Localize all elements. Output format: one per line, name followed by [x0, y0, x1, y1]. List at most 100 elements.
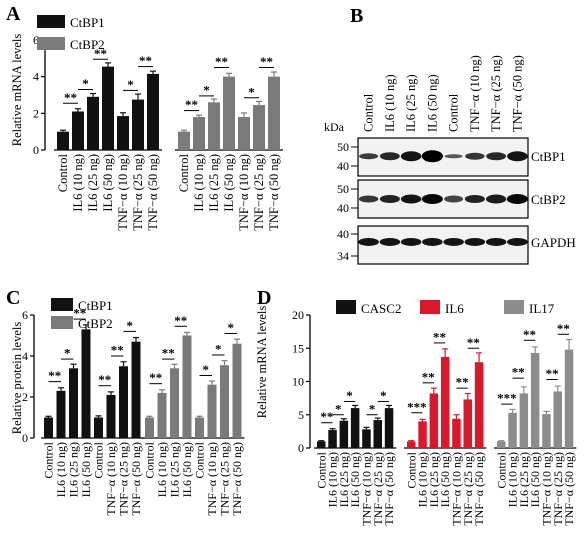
x-tick-label: IL6 (25 ng) [86, 154, 100, 212]
bar [131, 341, 141, 438]
lane-label: Control [447, 93, 461, 132]
y-tick-label: 15 [292, 341, 304, 355]
bar [418, 421, 427, 448]
significance-label: * [380, 388, 387, 403]
significance-label: * [82, 76, 89, 91]
bar [542, 414, 551, 448]
bar [195, 417, 204, 438]
lane-label: IL6 (50 ng) [425, 74, 439, 132]
significance-label: * [127, 77, 134, 92]
bar [429, 393, 439, 448]
bar [317, 441, 326, 448]
bar [407, 441, 416, 448]
bar [170, 368, 179, 438]
marker-label: 40 [337, 201, 349, 215]
blot-band [485, 194, 507, 204]
bar [87, 96, 99, 150]
lane-label: TNF−α (25 ng) [489, 55, 503, 132]
bar [339, 420, 349, 448]
lane-label: Control [362, 93, 376, 132]
y-tick-label: 6 [33, 33, 39, 47]
marker-label: 40 [337, 227, 349, 241]
significance-label: * [64, 346, 71, 361]
y-tick-label: 2 [33, 106, 39, 120]
legend-swatch [37, 15, 65, 28]
significance-label: ** [546, 366, 559, 381]
bar [564, 349, 574, 448]
x-tick-label: IL6 (50 ng) [180, 442, 194, 497]
x-tick-label: IL6 (10 ng) [416, 452, 430, 507]
blot-band [444, 195, 464, 203]
significance-label: * [203, 362, 210, 377]
significance-label: *** [407, 399, 427, 414]
x-tick-label: IL6 (25 ng) [337, 452, 351, 507]
blot-band [507, 237, 528, 246]
bar [553, 391, 562, 448]
bar [69, 368, 78, 438]
x-tick-label: IL6 (10 ng) [326, 452, 340, 507]
x-tick-label: TNF−α (25 ng) [252, 154, 266, 231]
y-tick-label: 10 [292, 375, 304, 389]
x-tick-label: IL6 (25 ng) [517, 452, 531, 507]
significance-label: ** [149, 370, 162, 385]
x-tick-label: TNF−α (25 ng) [551, 452, 565, 526]
x-tick-label: IL6 (50 ng) [528, 452, 542, 507]
x-tick-label: IL6 (25 ng) [67, 442, 81, 497]
x-tick-label: Control [42, 441, 56, 478]
x-tick-label: IL6 (10 ng) [71, 154, 85, 212]
bar [463, 399, 472, 448]
bar [207, 384, 217, 438]
blot-band [359, 153, 379, 160]
x-tick-label: TNF−α (10 ng) [237, 154, 251, 231]
bar [384, 408, 394, 448]
x-tick-label: TNF−α (10 ng) [449, 452, 463, 526]
bar [508, 412, 517, 448]
lane-label: TNF−α (10 ng) [468, 55, 482, 132]
x-tick-label: TNF−α (25 ng) [117, 442, 131, 516]
x-tick-label: Control [314, 451, 328, 488]
x-tick-label: IL6 (50 ng) [79, 442, 93, 497]
bar [268, 76, 280, 150]
bar [220, 365, 229, 438]
x-tick-label: IL6 (10 ng) [192, 154, 206, 212]
bar [193, 117, 205, 150]
panel-letter-c: C [6, 287, 20, 309]
x-tick-label: IL6 (50 ng) [101, 154, 115, 212]
legend-label: CtBP1 [78, 298, 113, 313]
bar [145, 417, 154, 438]
y-tick-label: 4 [22, 349, 28, 363]
panel-letter-a: A [6, 3, 21, 25]
blot-band [358, 195, 379, 203]
significance-label: *** [497, 391, 517, 406]
blot-protein-label: GAPDH [531, 235, 576, 250]
significance-label: * [248, 84, 255, 99]
significance-label: ** [98, 372, 111, 387]
significance-label: ** [73, 306, 86, 321]
blot-band [443, 237, 464, 246]
x-tick-label: Control [177, 153, 191, 192]
significance-label: * [228, 320, 235, 335]
bar [253, 105, 265, 150]
legend-swatch [504, 300, 524, 314]
bar [208, 102, 220, 150]
legend-label: IL6 [445, 301, 464, 316]
significance-label: ** [320, 409, 333, 424]
y-tick-label: 20 [292, 308, 304, 322]
legend-swatch [37, 37, 65, 50]
bar [119, 366, 128, 438]
bar [81, 329, 91, 438]
significance-label: * [203, 82, 210, 97]
significance-label: * [335, 401, 342, 416]
significance-label: ** [456, 375, 469, 390]
panel-b-western-blot: kDa Control IL6 (10 ng) IL6 (25 ng) IL6 (50… [324, 55, 576, 265]
x-tick-label: Control [494, 451, 508, 488]
bar [440, 356, 450, 448]
legend-swatch [336, 300, 356, 314]
significance-label: ** [94, 46, 107, 61]
x-tick-label: IL6 (50 ng) [222, 154, 236, 212]
blot-band [358, 237, 379, 246]
significance-label: ** [260, 54, 273, 69]
significance-label: ** [48, 368, 61, 383]
